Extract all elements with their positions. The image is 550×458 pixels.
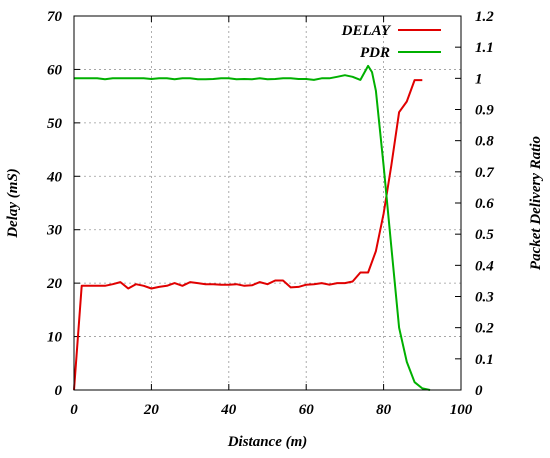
y2-tick-label: 0.3: [475, 290, 494, 306]
plot-frame: [73, 15, 462, 391]
series-line-pdr: [74, 64, 431, 391]
x-tick-labels: 0 20 40 60 80 100: [70, 16, 473, 418]
x-axis-label: Distance (m): [227, 434, 308, 450]
y2-tick-label: 0.6: [475, 196, 494, 212]
y2-tick-label: 1.2: [475, 9, 494, 25]
x-tick-label: 20: [143, 402, 160, 418]
y2-tick-label: 0.7: [475, 165, 494, 181]
y-tick-label: 60: [47, 62, 63, 78]
y-axis-label: Delay (mS): [5, 168, 21, 239]
legend-label-pdr: PDR: [360, 45, 390, 61]
x-tick-label: 40: [220, 402, 237, 418]
y-tick-label: 10: [47, 330, 63, 346]
y2-tick-label: 0: [475, 383, 483, 399]
legend: DELAY PDR: [341, 23, 441, 61]
y2-tick-label: 0.1: [475, 352, 494, 368]
y2-tick-label: 0.9: [475, 103, 494, 119]
y-tick-labels: 0 10 20 30 40 50 60 70: [46, 9, 80, 399]
y2-tick-label: 0.5: [475, 227, 494, 243]
series-lines: [73, 64, 431, 391]
y2-tick-label: 1.1: [475, 40, 494, 56]
y-tick-label: 20: [46, 276, 63, 292]
y2-axis-label: Packet Delivery Ratio: [528, 136, 544, 270]
y-tick-label: 50: [47, 116, 63, 132]
y-tick-label: 70: [47, 9, 63, 25]
legend-label-delay: DELAY: [341, 23, 392, 39]
y-tick-label: 30: [46, 223, 63, 239]
series-line-delay: [73, 79, 423, 391]
x-tick-label: 0: [70, 402, 78, 418]
y2-tick-label: 0.4: [475, 258, 494, 274]
y-tick-label: 40: [46, 169, 63, 185]
y2-tick-label: 1: [475, 71, 483, 87]
y2-tick-label: 0.2: [475, 321, 494, 337]
x-tick-label: 80: [376, 402, 392, 418]
x-tick-label: 60: [299, 402, 315, 418]
x-tick-label: 100: [450, 402, 473, 418]
y-tick-label: 0: [55, 383, 63, 399]
y2-tick-label: 0.8: [475, 134, 494, 150]
grid-lines: [74, 16, 461, 390]
